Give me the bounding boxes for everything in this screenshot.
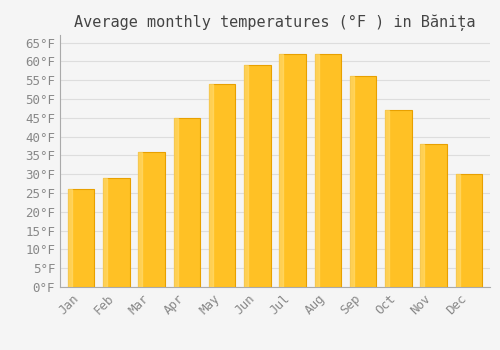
- Bar: [314, 54, 341, 287]
- Title: Average monthly temperatures (°F ) in Bănița: Average monthly temperatures (°F ) in Bă…: [74, 14, 476, 31]
- Bar: [138, 152, 142, 287]
- Bar: [209, 84, 236, 287]
- Bar: [420, 144, 424, 287]
- Bar: [280, 54, 283, 287]
- Bar: [314, 54, 318, 287]
- Bar: [350, 76, 354, 287]
- Bar: [103, 178, 107, 287]
- Bar: [385, 110, 411, 287]
- Bar: [138, 152, 165, 287]
- Bar: [103, 178, 130, 287]
- Bar: [385, 110, 389, 287]
- Bar: [174, 118, 178, 287]
- Bar: [68, 189, 72, 287]
- Bar: [68, 189, 94, 287]
- Bar: [244, 65, 248, 287]
- Bar: [280, 54, 306, 287]
- Bar: [174, 118, 200, 287]
- Bar: [244, 65, 270, 287]
- Bar: [420, 144, 447, 287]
- Bar: [350, 76, 376, 287]
- Bar: [456, 174, 482, 287]
- Bar: [209, 84, 213, 287]
- Bar: [456, 174, 460, 287]
